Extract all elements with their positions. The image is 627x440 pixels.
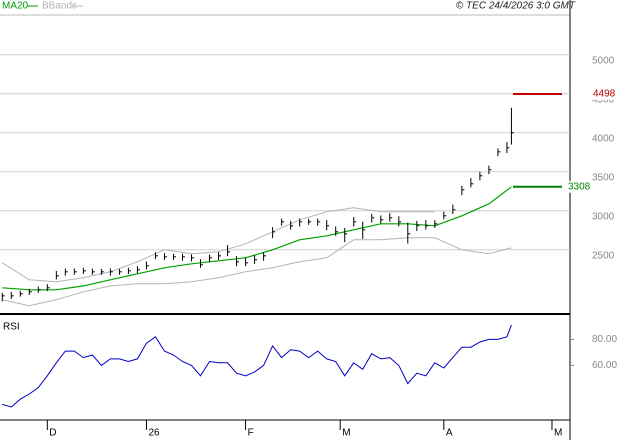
level-label: 4498 [593,89,616,100]
y-tick-label: 3500 [592,172,615,183]
x-tick-label: A [446,428,453,439]
y-tick-label: 60.00 [592,360,617,371]
y-tick-label: 2500 [592,250,615,261]
x-tick-label: D [49,428,56,439]
legend-label: MA20 [2,1,29,12]
y-tick-label: 80.00 [592,334,617,345]
band-upper [2,207,435,283]
x-tick-label: F [248,428,254,439]
x-tick-label: 26 [148,428,160,439]
y-tick-label: 3000 [592,211,615,222]
band-lower [2,237,512,307]
x-tick-label: M [342,428,350,439]
ma-line [2,186,512,291]
level-label: 3308 [568,181,591,192]
level-label-bg [567,180,591,193]
y-tick-label: 4000 [592,133,615,144]
copyright: © TEC 24/4/2026 3:0 GMT [456,1,576,12]
x-tick-label: M [554,428,562,439]
legend-label: BBands [42,1,77,12]
y-tick-label: 5000 [592,55,615,66]
rsi-title: RSI [3,322,20,333]
rsi-line [2,324,512,408]
level-label-bg [592,87,616,100]
